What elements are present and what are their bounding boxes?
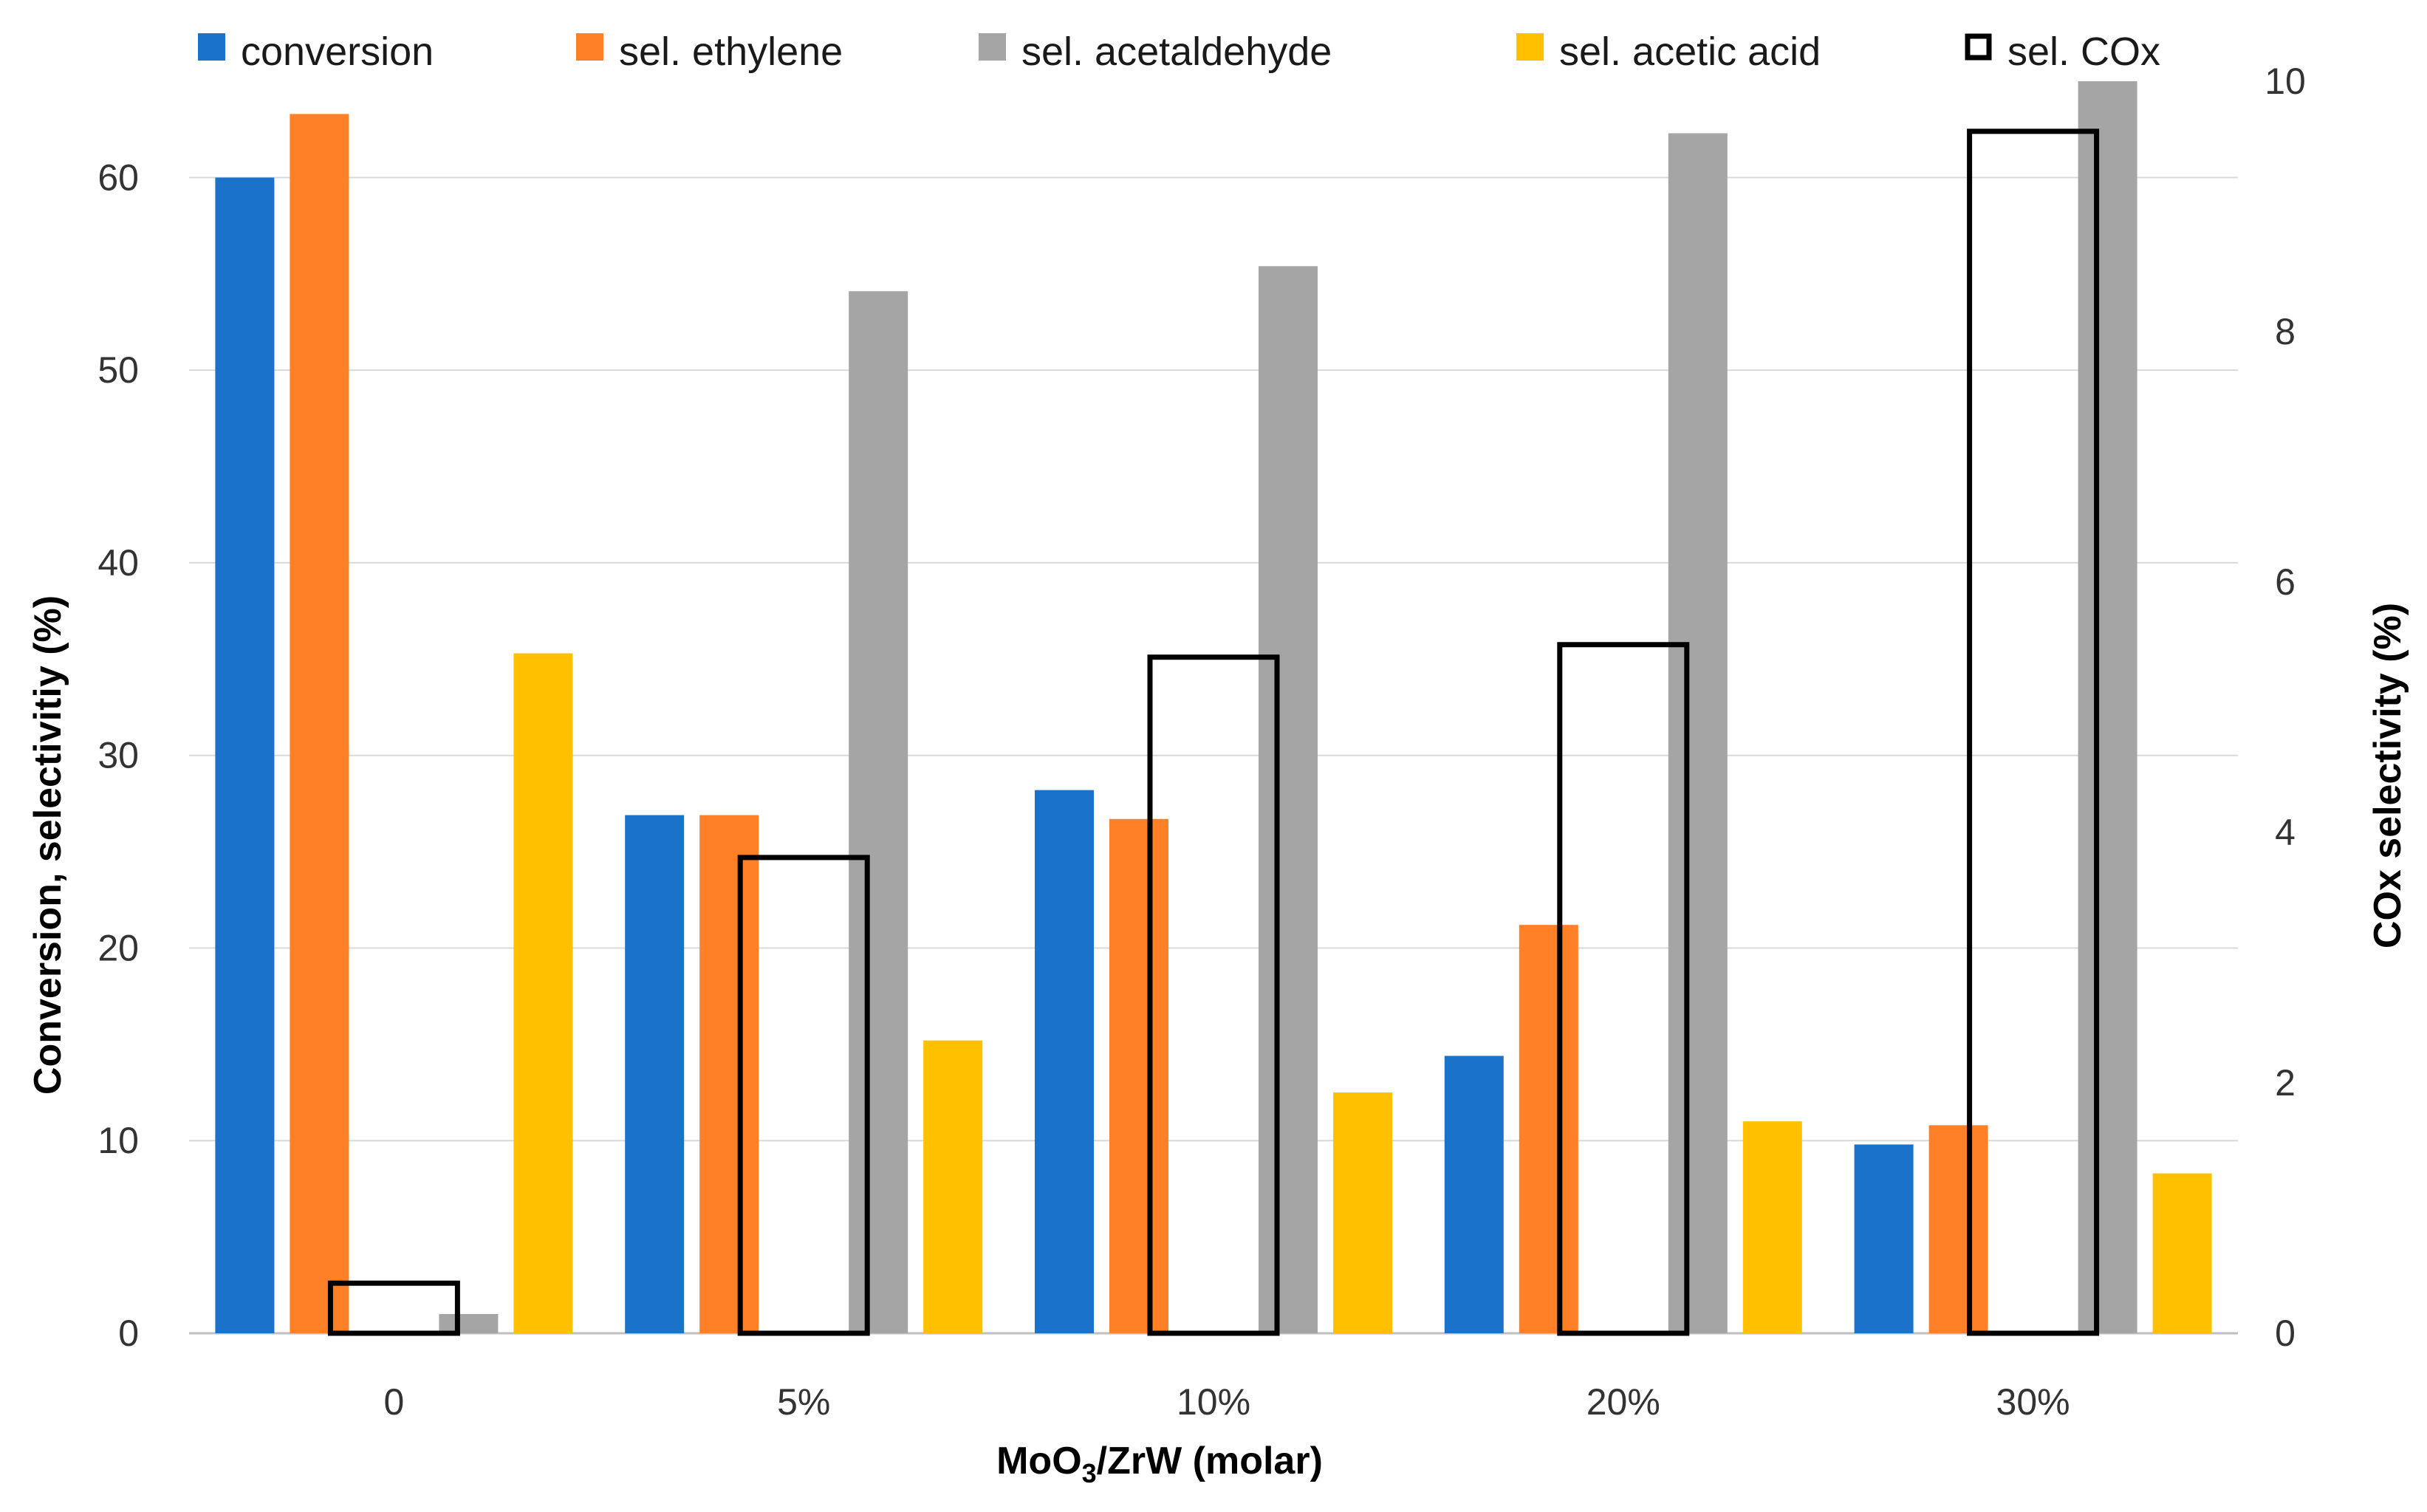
x-axis-ticks: 0 5% 10% 20% 30% <box>383 1381 2070 1423</box>
legend-swatch-conversion <box>198 33 225 61</box>
bars <box>215 81 2212 1336</box>
y-tick-label: 40 <box>97 542 139 584</box>
y2-axis-ticks: 0 2 4 6 8 10 <box>2265 61 2306 1354</box>
legend-label-conversion: conversion <box>241 30 434 74</box>
legend-swatch-sel-acetaldehyde <box>979 33 1006 61</box>
y-tick-label: 30 <box>97 735 139 776</box>
bar-sel-acetic-acid <box>2152 1173 2212 1333</box>
y-tick-label: 50 <box>97 349 139 391</box>
bar-conversion <box>1035 790 1094 1333</box>
bar-conversion <box>215 177 275 1333</box>
bar-sel-acetic-acid <box>1742 1121 1802 1333</box>
bar-sel-cox <box>1557 642 1690 1336</box>
legend-swatch-sel-cox <box>1965 33 1992 61</box>
bar-conversion <box>1444 1056 1504 1333</box>
x-tick-label: 30% <box>1996 1381 2070 1423</box>
legend-label-sel-acetic-acid: sel. acetic acid <box>1559 30 1821 74</box>
y2-tick-label: 6 <box>2275 561 2296 603</box>
legend-label-sel-cox: sel. COx <box>2007 30 2160 74</box>
bar-sel-ethylene <box>1928 1125 1988 1333</box>
bar-sel-ethylene <box>1519 925 1578 1333</box>
bar-sel-ethylene <box>290 114 349 1333</box>
bar-conversion <box>1854 1144 1914 1333</box>
x-tick-label: 10% <box>1177 1381 1250 1423</box>
bar-sel-acetic-acid <box>1333 1092 1392 1333</box>
y2-tick-label: 0 <box>2275 1313 2296 1354</box>
y2-tick-label: 8 <box>2275 311 2296 352</box>
x-tick-label: 5% <box>777 1381 830 1423</box>
bar-sel-acetic-acid <box>513 653 573 1333</box>
bar-sel-ethylene <box>1109 818 1168 1333</box>
bar-sel-cox <box>1967 129 2100 1336</box>
legend-swatch-sel-ethylene <box>576 33 603 61</box>
bar-sel-acetic-acid <box>923 1040 983 1333</box>
bar-sel-acetaldehyde <box>2078 81 2137 1333</box>
y-tick-label: 20 <box>97 927 139 968</box>
y-tick-label: 10 <box>97 1120 139 1161</box>
bar-conversion <box>625 815 685 1333</box>
x-tick-label: 0 <box>383 1381 404 1423</box>
y-tick-label: 60 <box>97 157 139 198</box>
y-tick-label: 0 <box>118 1313 139 1354</box>
bar-sel-cox <box>327 1280 460 1336</box>
y2-tick-label: 2 <box>2275 1062 2296 1104</box>
y2-tick-label: 10 <box>2265 61 2306 102</box>
bar-sel-acetaldehyde <box>1668 133 1728 1333</box>
y2-tick-label: 4 <box>2275 812 2296 853</box>
y-axis-title: Conversion, selectivitiy (%) <box>27 595 69 1095</box>
y-axis-ticks: 0 10 20 30 40 50 60 <box>97 157 139 1354</box>
y2-axis-title: COx selectivity (%) <box>2366 603 2409 948</box>
legend-label-sel-acetaldehyde: sel. acetaldehyde <box>1021 30 1332 74</box>
bar-sel-cox <box>737 855 870 1336</box>
bar-sel-acetaldehyde <box>439 1313 499 1333</box>
x-axis-title: MoO3/ZrW (molar) <box>996 1440 1323 1488</box>
x-tick-label: 20% <box>1586 1381 1660 1423</box>
bar-sel-ethylene <box>699 815 759 1333</box>
bar-sel-acetaldehyde <box>849 291 908 1333</box>
bar-sel-cox <box>1147 654 1280 1336</box>
legend-label-sel-ethylene: sel. ethylene <box>619 30 843 74</box>
bar-sel-acetaldehyde <box>1259 266 1318 1333</box>
legend: conversion sel. ethylene sel. acetaldehyde… <box>198 30 2160 74</box>
legend-swatch-sel-acetic-acid <box>1516 33 1544 61</box>
